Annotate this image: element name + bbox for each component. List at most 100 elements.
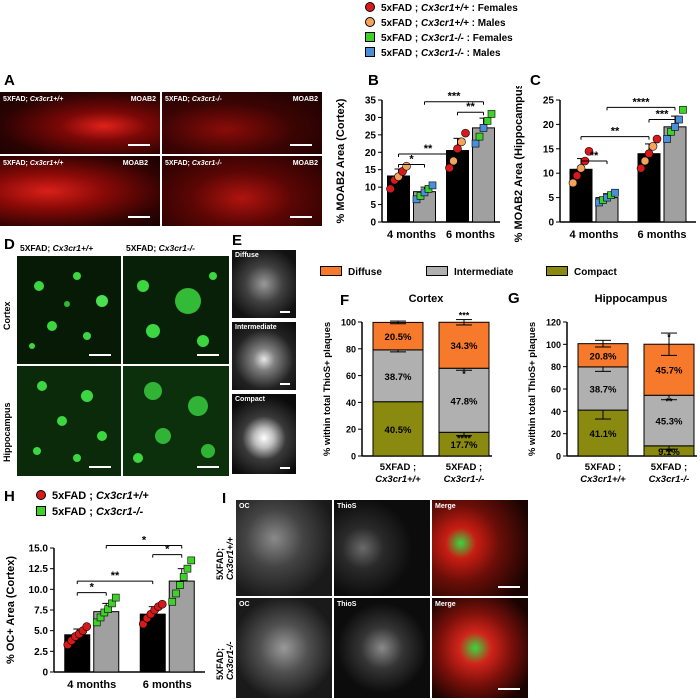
y-tick-label: 12.5 — [29, 564, 49, 575]
y-tick-label: 10 — [543, 169, 555, 180]
genotype-prefix: 5XFAD; — [3, 160, 28, 167]
y-tick-label: 60 — [551, 385, 561, 395]
plaque — [37, 381, 47, 391]
significance-label: ** — [611, 126, 620, 138]
y-tick-label: 80 — [346, 344, 356, 354]
y-tick-label: 10 — [365, 183, 377, 194]
intermediate-plaque-image: Intermediate — [232, 322, 296, 390]
segment-percent-label: 34.3% — [451, 341, 478, 352]
plaque-type-label: Intermediate — [235, 324, 277, 331]
significance-label: ** — [466, 101, 475, 113]
segment-percent-label: 38.7% — [590, 384, 617, 395]
data-point — [644, 149, 654, 158]
segment-percent-label: 38.7% — [385, 372, 412, 383]
scale-bar — [280, 467, 290, 469]
data-point — [183, 564, 192, 573]
stacked-bar-segment — [577, 366, 629, 411]
chart-h: 0 2.5 5.0 7.5 10.0 12.5 15.0 % OC+ Area (Cortex… — [5, 535, 205, 691]
legend-genotype: Cx3cr1-/- — [421, 48, 464, 59]
data-point — [461, 128, 470, 138]
plaque — [73, 272, 81, 280]
significance-label: * — [462, 369, 466, 379]
y-tick-label: 15.0 — [29, 544, 49, 555]
panel-i-row-label-box: 5XFAD; Cx3cr1+/+ — [212, 500, 235, 596]
y-tick-label: 40 — [346, 398, 356, 408]
chart-g: Hippocampus 0 20 40 60 80 100 120 % within total… — [527, 293, 697, 485]
significance-label: *** — [656, 109, 670, 121]
y-tick-label: 15 — [543, 144, 555, 155]
data-point — [111, 593, 120, 602]
segment-percent-label: 45.3% — [656, 417, 683, 428]
plaque — [33, 447, 41, 455]
panel-d-col-header: 5XFAD; Cx3cr1+/+ — [20, 243, 93, 253]
scale-bar — [197, 354, 219, 356]
plaque — [133, 453, 143, 463]
data-point — [449, 156, 458, 166]
merge-micrograph: Merge — [432, 500, 528, 596]
data-point — [445, 163, 454, 173]
scale-bar — [128, 144, 150, 146]
data-point — [671, 123, 679, 131]
micrograph-genotype-label: 5XFAD; Cx3cr1+/+ — [3, 160, 63, 167]
legend-marker — [365, 17, 375, 27]
y-tick-label: 60 — [346, 371, 356, 381]
significance-label: * — [165, 544, 170, 556]
significance-label: *** — [459, 310, 470, 320]
data-point — [386, 184, 395, 194]
legend-item: Compact — [546, 266, 617, 278]
y-tick-label: 120 — [546, 318, 561, 328]
data-point — [475, 132, 484, 141]
micrograph-stain-label: MOAB2 — [292, 96, 318, 103]
data-point — [457, 137, 466, 147]
panel-i-row-label-box: 5XFAD; Cx3cr1-/- — [212, 598, 235, 698]
diffuse-plaque-image: Diffuse — [232, 250, 296, 318]
channel-label: Merge — [435, 601, 456, 608]
data-point — [483, 117, 492, 125]
channel-label: OC — [239, 601, 250, 608]
y-axis-label: % within total ThioS+ plaques — [322, 322, 333, 456]
significance-label: * — [667, 332, 671, 342]
y-axis-label: % OC+ Area (Cortex) — [5, 556, 17, 664]
scale-bar — [280, 311, 290, 313]
stacked-bar-segment — [372, 401, 424, 457]
y-tick-label: 20 — [551, 429, 561, 439]
y-tick-label: 40 — [551, 407, 561, 417]
genotype-prefix: 5XFAD; — [215, 647, 225, 680]
plaque-type-label: Diffuse — [235, 252, 259, 259]
stacked-bar-segment — [438, 321, 490, 369]
y-tick-label: 5 — [370, 200, 376, 211]
segment-percent-label: 9.1% — [658, 447, 680, 458]
x-tick-label: 4 months — [67, 679, 116, 691]
x-tick-label-prefix: 5XFAD ; — [380, 462, 416, 473]
panel-letter-h: H — [4, 488, 15, 505]
legend-marker — [36, 506, 46, 516]
y-axis-label: % MOAB2 Area (Hippocampus) — [513, 86, 525, 242]
x-tick-label-prefix: 5XFAD ; — [651, 462, 687, 473]
segment-percent-label: 17.7% — [451, 440, 478, 451]
significance-label: * — [409, 153, 414, 165]
scale-bar — [290, 144, 312, 146]
micrograph-stain-label: MOAB2 — [122, 160, 148, 167]
legend-label: Intermediate — [454, 267, 514, 278]
data-point — [636, 164, 646, 173]
chart-title: Hippocampus — [595, 293, 668, 305]
y-tick-label: 7.5 — [34, 606, 48, 617]
panel-letter-d: D — [4, 236, 15, 253]
legend-marker — [365, 32, 375, 42]
data-point — [611, 188, 619, 197]
legend-genotype: Cx3cr1-/- — [96, 506, 144, 518]
y-axis-label: % MOAB2 Area (Cortex) — [335, 98, 347, 223]
panel-letter-c: C — [530, 72, 541, 89]
legend-item: 5xFAD ; Cx3cr1+/+ : Females — [365, 2, 518, 14]
legend-marker — [365, 47, 375, 57]
data-point — [675, 115, 683, 124]
significance-label: ** — [424, 143, 433, 155]
scale-bar — [290, 216, 312, 218]
genotype: Cx3cr1+/+ — [29, 160, 64, 167]
legend-marker — [320, 266, 342, 276]
plaque — [47, 321, 57, 331]
legend-suffix: : Males — [471, 18, 506, 29]
x-tick-label: 6 months — [143, 679, 192, 691]
data-point — [453, 144, 462, 154]
data-point — [179, 573, 188, 581]
